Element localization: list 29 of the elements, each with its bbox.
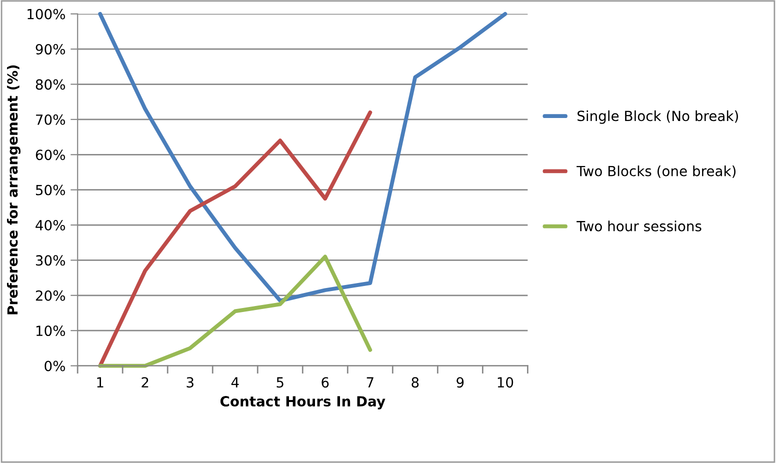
y-tick-label: 80% (36, 79, 66, 90)
x-tick-label: 5 (276, 377, 284, 388)
y-tick-label: 50% (36, 184, 66, 196)
line-series (98, 12, 508, 303)
y-tick-label: 30% (36, 255, 66, 266)
y-tick-label: 70% (36, 114, 66, 125)
x-tick-label: 7 (366, 377, 374, 388)
y-tick-label: 60% (36, 150, 66, 160)
y-tick-label: 100% (28, 8, 66, 20)
legend-label: Two Blocks (one break) (576, 166, 736, 178)
legend-label: Single Block (No break) (578, 110, 738, 124)
y-tick-label: 90% (36, 44, 66, 55)
x-tick-label: 8 (412, 377, 419, 388)
y-tick-label: 0% (44, 360, 66, 372)
legend-label: Two hour sessions (576, 220, 702, 232)
x-tick-label: 6 (322, 377, 329, 388)
line-series (98, 110, 372, 368)
x-tick-label: 3 (186, 377, 194, 388)
x-axis-title: Contact Hours In Day (220, 396, 386, 410)
x-tick-label: 4 (231, 377, 239, 388)
y-tick-label: 20% (36, 290, 66, 301)
y-tick-label: 40% (36, 220, 66, 230)
x-tick-label: 1 (97, 377, 104, 388)
y-tick-label: 10% (36, 326, 66, 336)
x-tick-label: 10 (498, 377, 514, 388)
line-series (98, 254, 372, 368)
x-tick-label: 2 (142, 377, 148, 388)
y-axis-title: Preference for arrangement (%) (6, 65, 21, 314)
x-tick-label: 9 (456, 377, 464, 388)
